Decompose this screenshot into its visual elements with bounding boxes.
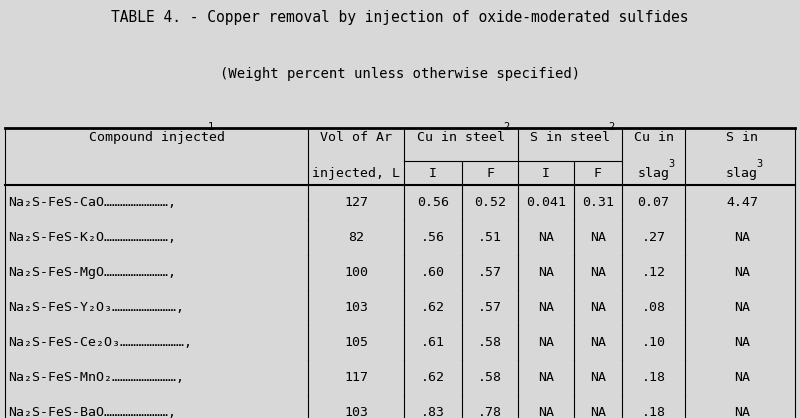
- Text: Compound injected: Compound injected: [89, 131, 225, 144]
- Text: .58: .58: [478, 371, 502, 384]
- Text: .12: .12: [642, 266, 666, 279]
- Text: NA: NA: [734, 405, 750, 418]
- Text: 2: 2: [503, 122, 510, 133]
- Text: NA: NA: [590, 371, 606, 384]
- Text: 103: 103: [344, 405, 368, 418]
- Text: S in steel: S in steel: [530, 131, 610, 144]
- Text: Na₂S-FeS-MgO……………………,: Na₂S-FeS-MgO……………………,: [9, 266, 177, 279]
- Text: injected, L: injected, L: [312, 166, 400, 180]
- Text: .62: .62: [421, 301, 445, 314]
- Text: NA: NA: [734, 301, 750, 314]
- Text: 82: 82: [348, 231, 364, 244]
- Text: NA: NA: [734, 266, 750, 279]
- Text: slag: slag: [638, 166, 670, 180]
- Text: 0.56: 0.56: [417, 196, 449, 209]
- Text: .18: .18: [642, 405, 666, 418]
- Text: slag: slag: [726, 166, 758, 180]
- Text: NA: NA: [734, 336, 750, 349]
- Text: 103: 103: [344, 301, 368, 314]
- Text: .57: .57: [478, 266, 502, 279]
- Text: 1: 1: [208, 122, 214, 133]
- Text: .27: .27: [642, 231, 666, 244]
- Text: Na₂S-FeS-Ce₂O₃……………………,: Na₂S-FeS-Ce₂O₃……………………,: [9, 336, 193, 349]
- Text: Na₂S-FeS-K₂O……………………,: Na₂S-FeS-K₂O……………………,: [9, 231, 177, 244]
- Text: NA: NA: [538, 405, 554, 418]
- Text: 0.041: 0.041: [526, 196, 566, 209]
- Text: I: I: [429, 166, 437, 180]
- Text: NA: NA: [734, 371, 750, 384]
- Text: .51: .51: [478, 231, 502, 244]
- Text: 0.52: 0.52: [474, 196, 506, 209]
- Text: S in: S in: [726, 131, 758, 144]
- Text: NA: NA: [590, 405, 606, 418]
- Text: NA: NA: [590, 336, 606, 349]
- Text: .18: .18: [642, 371, 666, 384]
- Text: 105: 105: [344, 336, 368, 349]
- Text: Na₂S-FeS-MnO₂……………………,: Na₂S-FeS-MnO₂……………………,: [9, 371, 185, 384]
- Text: .58: .58: [478, 336, 502, 349]
- Text: 4.47: 4.47: [726, 196, 758, 209]
- Text: .60: .60: [421, 266, 445, 279]
- Text: F: F: [594, 166, 602, 180]
- Text: .57: .57: [478, 301, 502, 314]
- Text: .56: .56: [421, 231, 445, 244]
- Text: .10: .10: [642, 336, 666, 349]
- Text: NA: NA: [538, 266, 554, 279]
- Text: NA: NA: [734, 231, 750, 244]
- Text: NA: NA: [538, 301, 554, 314]
- Text: (Weight percent unless otherwise specified): (Weight percent unless otherwise specifi…: [220, 66, 580, 81]
- Text: Na₂S-FeS-Y₂O₃……………………,: Na₂S-FeS-Y₂O₃……………………,: [9, 301, 185, 314]
- Text: Cu in steel: Cu in steel: [417, 131, 505, 144]
- Text: 100: 100: [344, 266, 368, 279]
- Text: NA: NA: [590, 266, 606, 279]
- Text: .62: .62: [421, 371, 445, 384]
- Text: I: I: [542, 166, 550, 180]
- Text: Cu in: Cu in: [634, 131, 674, 144]
- Text: .61: .61: [421, 336, 445, 349]
- Text: Vol of Ar: Vol of Ar: [320, 131, 392, 144]
- Text: .78: .78: [478, 405, 502, 418]
- Text: 2: 2: [608, 122, 614, 133]
- Text: 3: 3: [668, 159, 674, 169]
- Text: TABLE 4. - Copper removal by injection of oxide-moderated sulfides: TABLE 4. - Copper removal by injection o…: [111, 10, 689, 25]
- Text: NA: NA: [538, 231, 554, 244]
- Text: NA: NA: [538, 371, 554, 384]
- Text: 3: 3: [757, 159, 762, 169]
- Text: Na₂S-FeS-CaO……………………,: Na₂S-FeS-CaO……………………,: [9, 196, 177, 209]
- Text: 0.07: 0.07: [638, 196, 670, 209]
- Text: 0.31: 0.31: [582, 196, 614, 209]
- Text: NA: NA: [538, 336, 554, 349]
- Text: .08: .08: [642, 301, 666, 314]
- Text: Na₂S-FeS-BaO……………………,: Na₂S-FeS-BaO……………………,: [9, 405, 177, 418]
- Text: NA: NA: [590, 301, 606, 314]
- Text: NA: NA: [590, 231, 606, 244]
- Text: 127: 127: [344, 196, 368, 209]
- Text: F: F: [486, 166, 494, 180]
- Text: .83: .83: [421, 405, 445, 418]
- Text: 117: 117: [344, 371, 368, 384]
